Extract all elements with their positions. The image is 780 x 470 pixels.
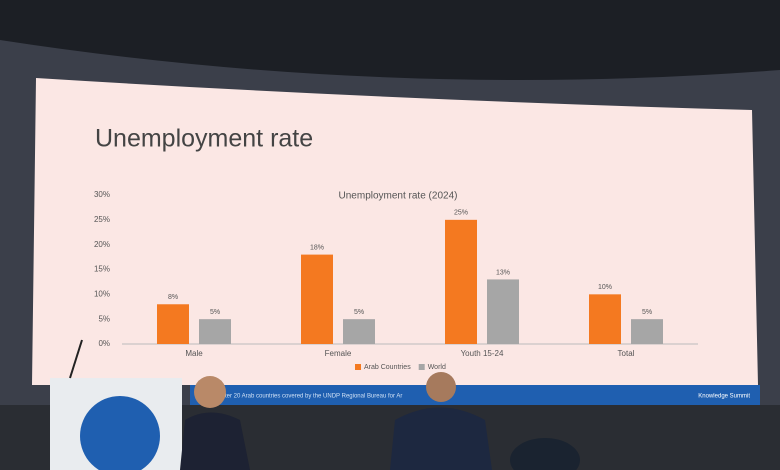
panelist-left-head: [194, 376, 226, 408]
value-label: 8%: [168, 294, 178, 301]
footer-brand: Knowledge Summit: [698, 394, 750, 400]
y-tick-label: 25%: [94, 215, 110, 224]
x-tick-label: Male: [185, 349, 203, 358]
slide: [32, 78, 758, 385]
chart-title: Unemployment rate (2024): [339, 191, 458, 202]
slide-title: Unemployment rate: [95, 125, 313, 153]
y-tick-label: 0%: [98, 339, 110, 348]
x-tick-label: Youth 15-24: [461, 349, 504, 358]
panelist-left: [180, 412, 250, 470]
bar: [487, 279, 519, 344]
panelist-right: [390, 407, 492, 470]
bar: [445, 219, 477, 344]
value-label: 10%: [598, 284, 612, 291]
footer-note: ter 20 Arab countries covered by the UND…: [225, 394, 402, 400]
value-label: 5%: [210, 309, 220, 316]
bar: [199, 319, 231, 344]
value-label: 5%: [642, 309, 652, 316]
bar: [301, 254, 333, 344]
y-tick-label: 5%: [98, 314, 110, 323]
footer-bar: [190, 385, 760, 405]
bar: [631, 319, 663, 344]
value-label: 13%: [496, 269, 510, 276]
plot: 0% 5% 10% 15% 20% 25% 30% Male 8% 5% Female 18% 5% Yo…: [94, 190, 698, 371]
microphone: [69, 339, 83, 379]
y-tick-label: 20%: [94, 240, 110, 249]
bar: [589, 294, 621, 344]
podium-logo: [80, 396, 160, 470]
legend-swatch: [418, 364, 425, 370]
value-label: 18%: [310, 244, 324, 251]
audience-head: [510, 438, 580, 470]
x-tick-label: Female: [325, 349, 352, 358]
x-tick-label: Total: [618, 349, 635, 358]
y-tick-label: 15%: [94, 265, 110, 274]
legend-label: World: [428, 364, 446, 371]
value-label: 25%: [454, 210, 468, 217]
value-label: 5%: [354, 309, 364, 316]
bar: [157, 304, 189, 344]
legend-swatch: [355, 364, 361, 370]
legend-label: Arab Countries: [364, 364, 411, 371]
y-tick-label: 10%: [94, 289, 110, 298]
bar: [343, 319, 375, 344]
panelist-right-head: [426, 372, 456, 402]
y-tick-label: 30%: [94, 190, 110, 199]
